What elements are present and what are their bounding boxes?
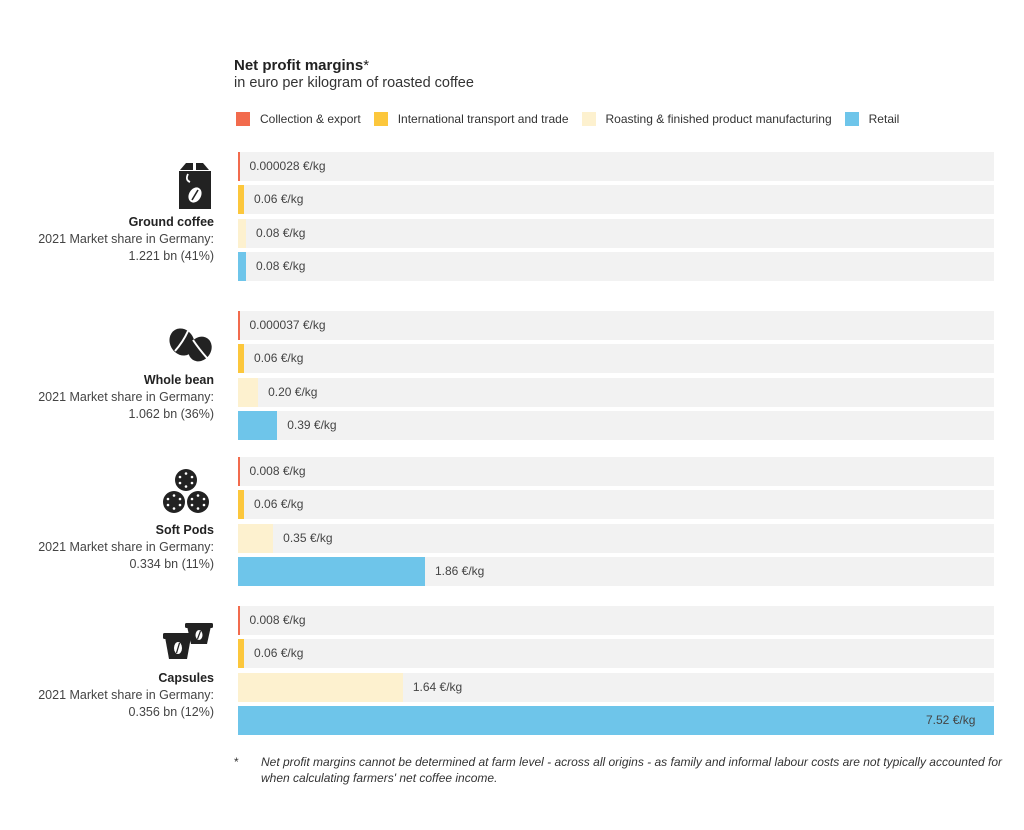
bar-row-background	[238, 606, 994, 635]
bar-international-transport-and-trade-whole-bean	[238, 344, 245, 373]
coffee-beans-icon	[169, 328, 212, 362]
soft-pods-icon	[163, 469, 209, 513]
group-share-line2: 0.356 bn (12%)	[128, 705, 214, 719]
bar-collection-export-whole-bean	[238, 311, 240, 340]
bar-row-background	[238, 639, 994, 668]
bar-value-label: 0.08 €/kg	[256, 226, 306, 240]
bar-row-background	[238, 252, 994, 281]
footnote-mark: *	[234, 755, 239, 769]
bar-row-background	[238, 457, 994, 486]
footnote-text: Net profit margins cannot be determined …	[261, 755, 1002, 785]
bar-value-label: 0.35 €/kg	[283, 531, 333, 545]
bar-row-background	[238, 524, 994, 553]
legend-swatch	[236, 112, 250, 126]
bar-value-label: 0.008 €/kg	[249, 464, 306, 478]
group-share-line1: 2021 Market share in Germany:	[38, 688, 214, 702]
group-share-line1: 2021 Market share in Germany:	[38, 390, 214, 404]
legend-item-retail: Retail	[844, 112, 900, 126]
capsules-icon	[163, 623, 213, 659]
bar-value-label: 1.86 €/kg	[434, 564, 485, 578]
bar-value-label: 0.06 €/kg	[254, 351, 304, 365]
legend-swatch	[373, 112, 388, 126]
bar-value-label: 1.64 €/kg	[412, 680, 463, 694]
group-name: Ground coffee	[128, 215, 214, 229]
coffee-bag-icon	[179, 163, 211, 209]
bar-retail-capsules	[238, 706, 994, 735]
bar-roasting-finished-product-manufacturing-capsules	[238, 673, 403, 702]
bar-roasting-finished-product-manufacturing-soft-pods	[238, 524, 274, 553]
legend-item-collection: Collection & export	[236, 112, 361, 126]
group-share-line2: 1.221 bn (41%)	[128, 249, 214, 263]
bar-international-transport-and-trade-soft-pods	[238, 490, 245, 519]
group-share-line2: 1.062 bn (36%)	[128, 407, 214, 421]
group-name: Capsules	[158, 671, 214, 685]
bar-value-label: 0.008 €/kg	[249, 613, 306, 627]
bar-retail-soft-pods	[238, 557, 425, 586]
group-share-line2: 0.334 bn (11%)	[129, 557, 214, 571]
bar-retail-whole-bean	[238, 411, 278, 440]
bar-collection-export-soft-pods	[238, 457, 240, 486]
bar-value-label: 0.000028 €/kg	[249, 159, 326, 173]
legend-label: Roasting & finished product manufacturin…	[605, 112, 832, 126]
legend-label: Collection & export	[260, 112, 361, 126]
chart-subtitle: in euro per kilogram of roasted coffee	[234, 75, 474, 91]
chart-title: Net profit margins*	[234, 57, 370, 74]
group-name: Soft Pods	[155, 523, 214, 537]
bar-value-label: 0.06 €/kg	[254, 497, 304, 511]
bar-collection-export-ground-coffee	[238, 152, 240, 181]
bar-row-background	[238, 219, 994, 248]
group-share-line1: 2021 Market share in Germany:	[38, 232, 214, 246]
legend-label: Retail	[868, 112, 900, 126]
bar-roasting-finished-product-manufacturing-whole-bean	[238, 378, 259, 407]
bar-row-background	[238, 152, 994, 181]
chart-legend: Collection & export International transp…	[236, 112, 912, 126]
group-label-soft-pods: Soft Pods 2021 Market share in Germany: …	[38, 520, 214, 573]
bar-value-label: 7.52 €/kg	[926, 713, 976, 727]
bar-value-label: 0.06 €/kg	[254, 192, 304, 206]
group-label-whole-bean: Whole bean 2021 Market share in Germany:…	[38, 370, 214, 423]
bar-value-label: 0.06 €/kg	[254, 646, 304, 660]
bar-international-transport-and-trade-capsules	[238, 639, 245, 668]
group-label-ground-coffee: Ground coffee 2021 Market share in Germa…	[38, 212, 214, 265]
bar-value-label: 0.20 €/kg	[268, 385, 318, 399]
legend-item-transport: International transport and trade	[373, 112, 569, 126]
bar-retail-ground-coffee	[238, 252, 247, 281]
legend-swatch	[581, 112, 596, 126]
bar-value-label: 0.08 €/kg	[256, 259, 306, 273]
bar-row-background	[238, 311, 994, 340]
bar-row-background	[238, 344, 994, 373]
group-label-capsules: Capsules 2021 Market share in Germany: 0…	[38, 668, 214, 721]
bar-collection-export-capsules	[238, 606, 240, 635]
legend-swatch	[844, 112, 859, 126]
bar-row-background	[238, 185, 994, 214]
chart-title-block: Net profit margins* in euro per kilogram…	[234, 57, 474, 91]
bar-roasting-finished-product-manufacturing-ground-coffee	[238, 219, 247, 248]
footnote: * Net profit margins cannot be determine…	[234, 754, 1014, 786]
group-share-line1: 2021 Market share in Germany:	[38, 540, 214, 554]
legend-label: International transport and trade	[397, 112, 569, 126]
group-name: Whole bean	[143, 373, 214, 387]
bar-row-background	[238, 378, 994, 407]
bar-international-transport-and-trade-ground-coffee	[238, 185, 245, 214]
bar-row-background	[238, 411, 994, 440]
bar-row-background	[238, 490, 994, 519]
legend-item-roasting: Roasting & finished product manufacturin…	[581, 112, 832, 126]
bar-value-label: 0.39 €/kg	[287, 418, 337, 432]
bar-value-label: 0.000037 €/kg	[249, 318, 326, 332]
